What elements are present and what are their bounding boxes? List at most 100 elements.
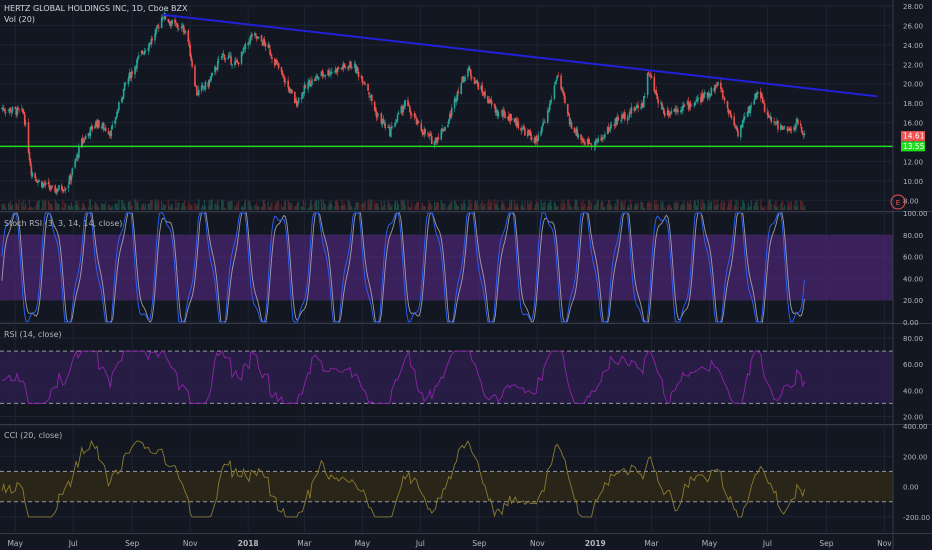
candle-body <box>127 78 130 84</box>
candle-body <box>376 115 379 118</box>
volume-bar <box>21 202 23 210</box>
volume-bar <box>801 200 803 210</box>
candle-body <box>261 42 264 46</box>
volume-bar <box>314 201 316 210</box>
candle-body <box>777 120 779 130</box>
volume-bar <box>427 206 429 210</box>
candle-body <box>554 81 557 84</box>
time-axis[interactable]: May Jul Sep Nov 2018 Mar May Jul Sep Nov 2019 Mar Ma… <box>7 539 892 548</box>
candle-body <box>737 130 739 137</box>
candle-body <box>141 51 144 54</box>
volume-bar <box>435 202 438 210</box>
candle-body <box>756 92 758 98</box>
volume-bar <box>414 204 417 210</box>
earnings-marker[interactable]: E <box>890 194 906 210</box>
volume-bar <box>773 203 775 210</box>
volume-bar <box>507 207 509 210</box>
volume-bar <box>487 202 489 210</box>
volume-bar <box>760 199 762 210</box>
candle-body <box>351 67 353 69</box>
volume-bar <box>564 203 566 210</box>
volume-bar <box>155 199 157 210</box>
candle-body <box>688 103 691 109</box>
volume-bar <box>334 206 336 210</box>
candle-body <box>613 124 616 126</box>
candle-body <box>617 117 619 121</box>
candle-body <box>403 105 405 109</box>
trendline[interactable] <box>162 13 878 98</box>
candle-body <box>61 189 64 192</box>
volume-bar <box>304 201 306 210</box>
candle-body <box>470 76 473 79</box>
volume-bar <box>117 207 119 210</box>
candle-body <box>3 107 5 111</box>
volume-bar <box>701 206 703 210</box>
volume-bar <box>694 199 696 210</box>
candle-body <box>726 101 729 109</box>
volume-bar <box>434 206 437 210</box>
candle-body <box>547 109 550 112</box>
candle-body <box>701 93 704 99</box>
volume-bar <box>408 207 410 210</box>
candle-body <box>563 92 565 97</box>
candle-body <box>196 85 198 96</box>
volume-bar <box>58 203 60 210</box>
candle-body <box>562 89 564 93</box>
candle-body <box>609 124 612 130</box>
volume-bar <box>602 202 604 210</box>
volume-bar <box>754 202 756 210</box>
volume-bar <box>474 200 477 210</box>
volume-bar <box>574 199 576 210</box>
candle-body <box>789 128 792 131</box>
price-axis-tick-4: 20.00 <box>903 81 923 89</box>
candle-body <box>362 82 365 84</box>
volume-bar <box>706 206 709 210</box>
candle-body <box>202 85 205 88</box>
candle-body <box>44 182 47 186</box>
candle-body <box>442 129 444 132</box>
candle-body <box>90 126 93 127</box>
volume-bar <box>281 207 284 210</box>
volume-bar <box>491 202 493 210</box>
volume-bar <box>521 200 523 210</box>
price-axis[interactable]: 28.0026.0024.0022.0020.0018.0016.0014.00… <box>903 3 930 522</box>
volume-bar <box>290 205 292 210</box>
rsi-label[interactable]: RSI (14, close) <box>4 330 62 339</box>
volume-bar <box>35 204 37 210</box>
volume-bar <box>549 203 551 210</box>
candle-body <box>776 121 778 124</box>
candle-body <box>215 67 217 71</box>
volume-bar <box>197 203 199 210</box>
volume-bar <box>228 202 230 210</box>
candle-body <box>118 102 120 111</box>
volume-label[interactable]: Vol (20) <box>4 15 35 24</box>
price-axis-tick-1: 26.00 <box>903 22 923 30</box>
volume-bar <box>343 203 345 210</box>
candle-body <box>158 26 160 29</box>
volume-bar <box>81 207 83 210</box>
stoch-rsi-label[interactable]: Stoch RSI (3, 3, 14, 14, close) <box>4 219 123 228</box>
volume-bar <box>610 205 613 210</box>
volume-bar <box>542 203 544 210</box>
volume-bar <box>384 204 386 210</box>
candle-body <box>715 85 717 86</box>
candle-body <box>96 121 98 128</box>
volume-bar <box>628 207 631 210</box>
candle-body <box>248 43 250 45</box>
candle-body <box>453 98 456 109</box>
volume-bar <box>747 202 750 210</box>
candle-body <box>799 123 802 126</box>
candle-body <box>353 64 356 67</box>
cci-label[interactable]: CCI (20, close) <box>4 431 63 440</box>
volume-bar <box>736 207 738 210</box>
candle-body <box>573 127 576 133</box>
volume-bar <box>84 206 86 210</box>
candle-body <box>467 68 469 77</box>
candle-body <box>67 185 70 188</box>
volume-bar <box>710 201 712 210</box>
symbol-title[interactable]: HERTZ GLOBAL HOLDINGS INC, 1D, Cboe BZX <box>4 4 188 13</box>
candle-body <box>18 109 20 111</box>
candle-body <box>138 55 140 57</box>
candle-body <box>280 67 283 72</box>
